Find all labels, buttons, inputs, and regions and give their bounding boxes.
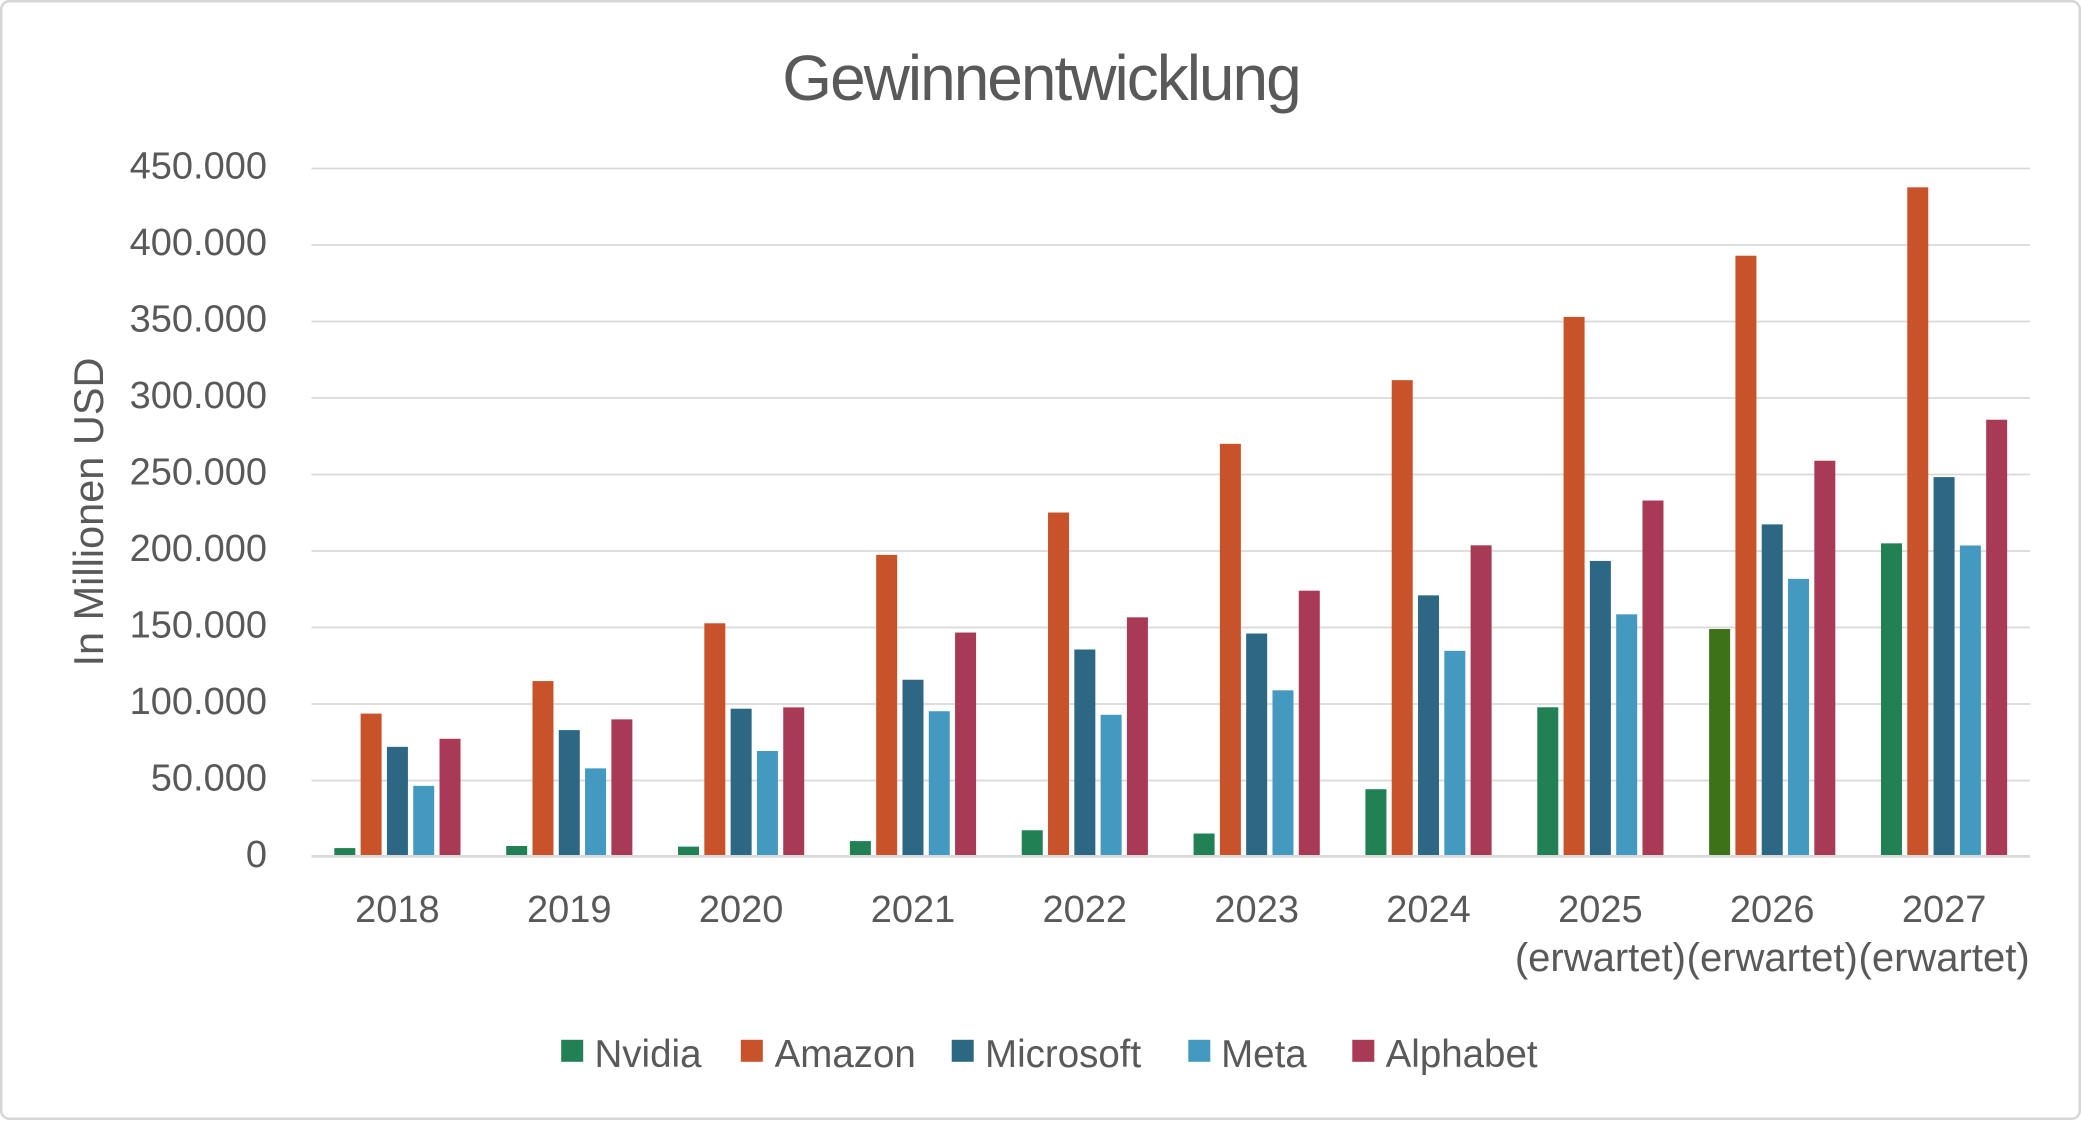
svg-text:(erwartet): (erwartet) (1687, 936, 1858, 980)
svg-text:0: 0 (246, 834, 267, 876)
svg-text:Nvidia: Nvidia (595, 1033, 703, 1076)
svg-text:In Millionen USD: In Millionen USD (65, 357, 112, 666)
svg-text:300.000: 300.000 (130, 375, 267, 417)
svg-text:(erwartet): (erwartet) (1515, 936, 1686, 980)
svg-text:2027: 2027 (1902, 889, 1987, 931)
svg-text:2018: 2018 (355, 889, 440, 931)
svg-text:2024: 2024 (1386, 889, 1471, 931)
svg-text:100.000: 100.000 (130, 681, 267, 723)
svg-text:Gewinnentwicklung: Gewinnentwicklung (782, 42, 1299, 114)
svg-text:2023: 2023 (1214, 889, 1299, 931)
svg-text:2021: 2021 (871, 889, 956, 931)
svg-text:50.000: 50.000 (151, 758, 267, 800)
svg-text:2025: 2025 (1558, 889, 1643, 931)
svg-text:2019: 2019 (527, 889, 612, 931)
svg-text:200.000: 200.000 (130, 528, 267, 570)
svg-text:2026: 2026 (1730, 889, 1815, 931)
svg-text:(erwartet): (erwartet) (1859, 936, 2030, 980)
svg-text:2022: 2022 (1043, 889, 1128, 931)
svg-text:Amazon: Amazon (775, 1033, 916, 1076)
svg-text:400.000: 400.000 (130, 222, 267, 264)
svg-text:150.000: 150.000 (130, 605, 267, 647)
svg-text:250.000: 250.000 (130, 452, 267, 494)
svg-text:350.000: 350.000 (130, 299, 267, 341)
svg-text:2020: 2020 (699, 889, 784, 931)
svg-text:Meta: Meta (1221, 1033, 1307, 1076)
svg-text:Alphabet: Alphabet (1386, 1033, 1538, 1076)
svg-text:Microsoft: Microsoft (985, 1033, 1141, 1076)
svg-text:450.000: 450.000 (130, 146, 267, 188)
